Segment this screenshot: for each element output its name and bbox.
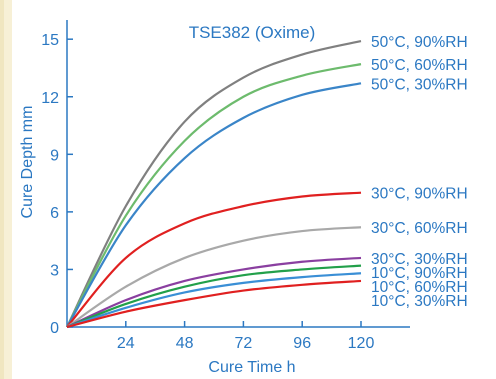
x-axis-label: Cure Time h <box>208 359 295 376</box>
series-label: 30°C, 30%RH <box>371 251 468 268</box>
series-label: 10°C, 90%RH <box>371 265 468 282</box>
series-label: 50°C, 90%RH <box>371 34 468 51</box>
series-line <box>66 82 362 328</box>
x-tick-label: 48 <box>176 335 194 352</box>
y-tick-label: 3 <box>50 262 59 279</box>
series-line <box>66 279 362 329</box>
series-line <box>66 191 362 328</box>
x-tick-label: 72 <box>235 335 253 352</box>
x-tick-label: 120 <box>348 335 375 352</box>
chart-title: TSE382 (Oxime) <box>189 23 316 42</box>
y-tick-label: 9 <box>50 147 59 164</box>
series-label: 50°C, 30%RH <box>371 76 468 93</box>
cure-depth-chart: 0 3 6 9 12 15 24 48 72 96 120 50°C, 90%RH 50°C, 60%… <box>12 0 496 379</box>
series-line <box>66 256 362 329</box>
x-tick-label: 96 <box>293 335 311 352</box>
y-axis-label: Cure Depth mm <box>19 106 36 219</box>
y-tick-label: 15 <box>41 32 59 49</box>
y-tick-label: 6 <box>50 205 59 222</box>
series-label: 10°C, 60%RH <box>371 279 468 296</box>
series-line <box>66 63 362 328</box>
series-line <box>66 226 362 328</box>
series-line <box>66 40 362 328</box>
series-label: 30°C, 90%RH <box>371 186 468 203</box>
series-line <box>66 264 362 329</box>
series-label: 50°C, 60%RH <box>371 57 468 74</box>
x-tick-label: 24 <box>117 335 135 352</box>
series-label: 30°C, 60%RH <box>371 220 468 237</box>
y-tick-label: 12 <box>41 90 59 107</box>
series-line <box>66 272 362 329</box>
series-label: 10°C, 30%RH <box>371 293 468 310</box>
y-tick-label: 0 <box>50 320 59 337</box>
